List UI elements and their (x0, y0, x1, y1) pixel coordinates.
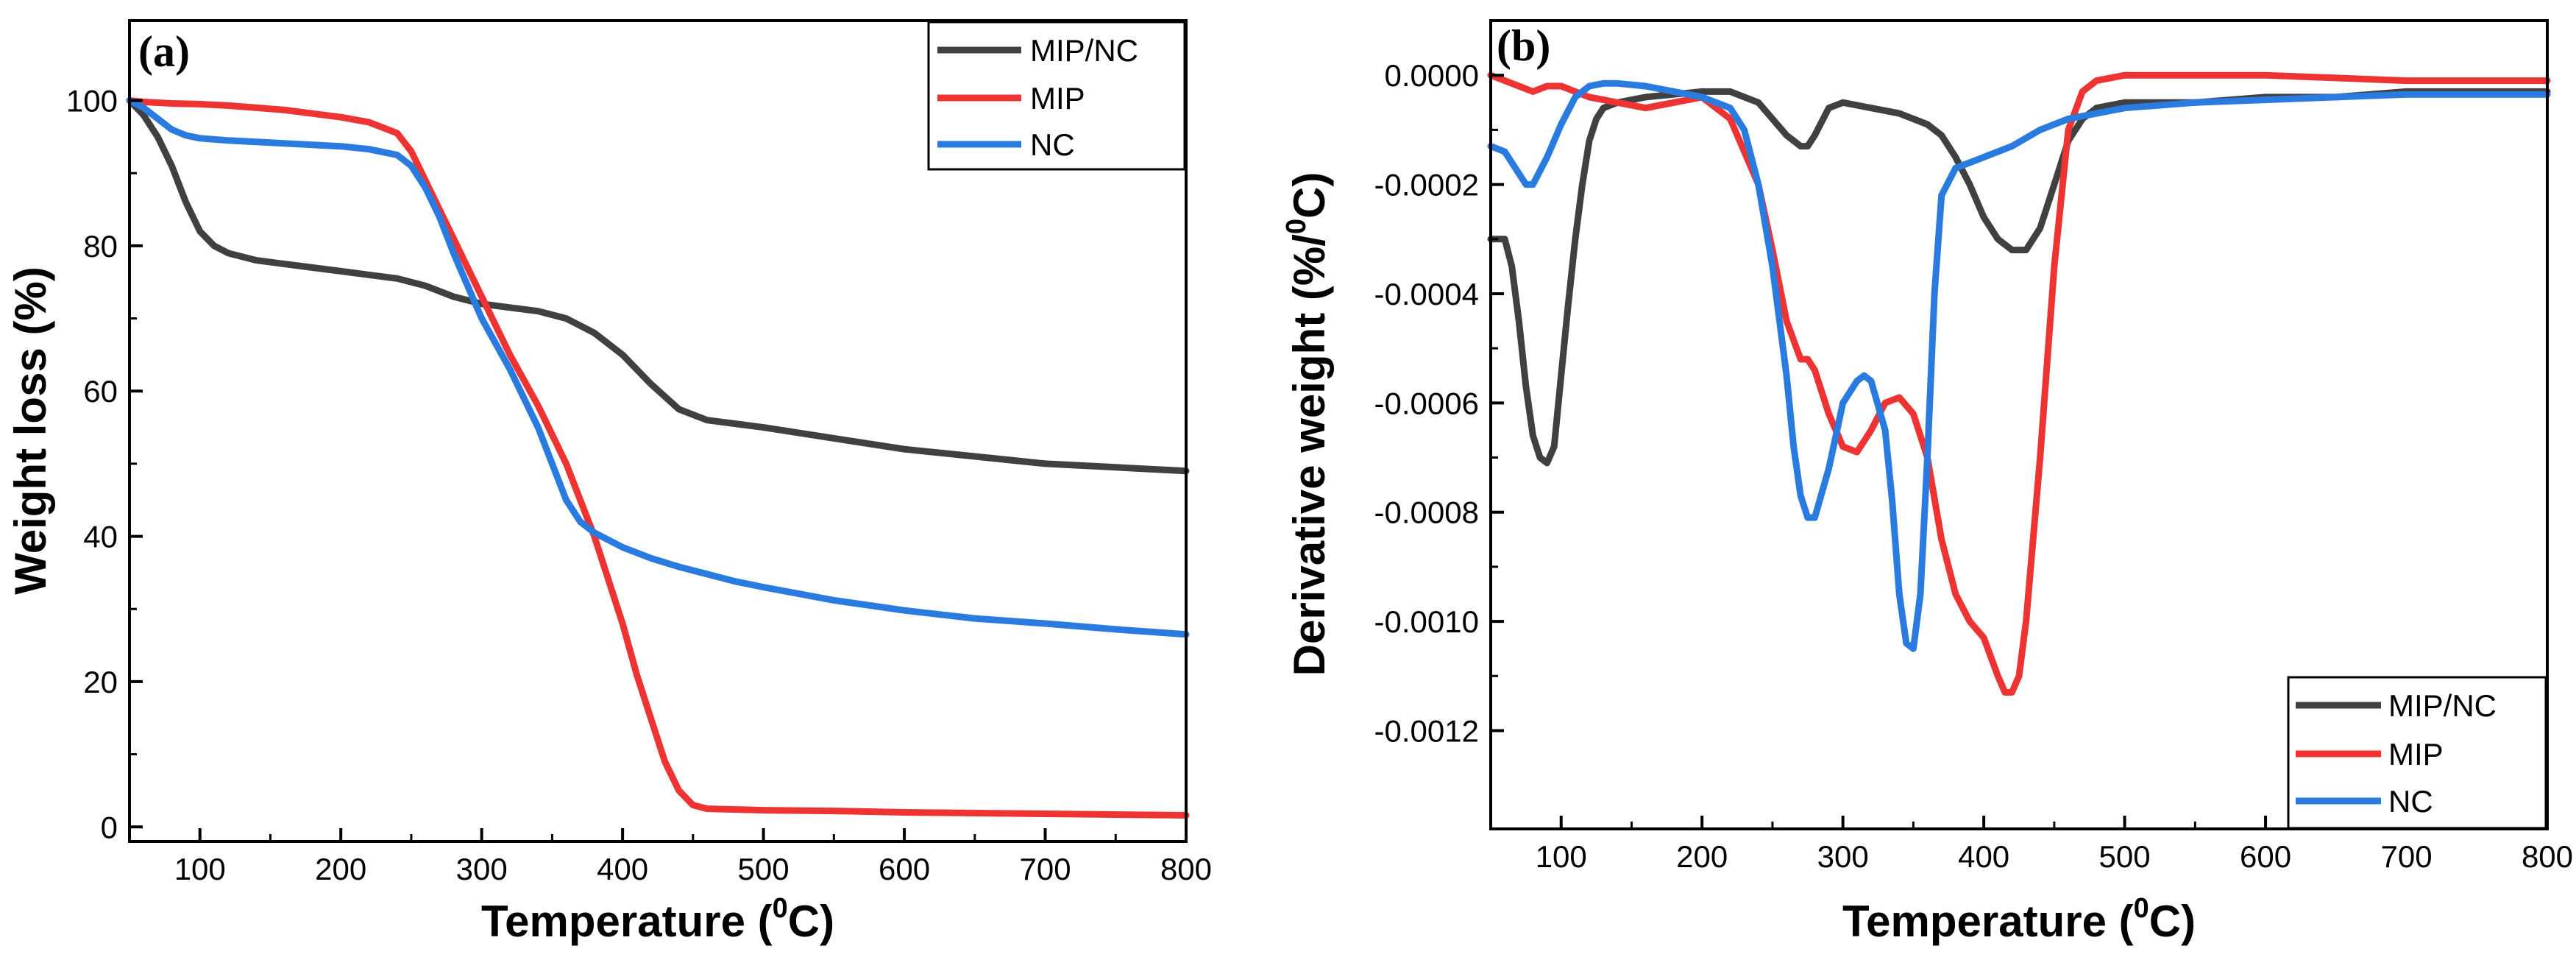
panel-b: 100 200 300 400 500 600 700 800 0.0000 -0.0002 -0.… (1281, 19, 2573, 946)
panel-a-y-tick-label: 20 (83, 665, 118, 699)
panel-a-series-mip-line (126, 97, 1190, 819)
panel-b-x-tick-label-600: 600 (2240, 839, 2291, 874)
panel-a-x-axis-title-main: Temperature ( (481, 897, 773, 946)
panel-b-y-tick-label: -0.0012 (1374, 713, 1479, 748)
panel-a-legend-label-mip: MIP (1030, 81, 1085, 116)
panel-a: 100 200 300 400 500 600 700 800 0 20 40 60 80 100 (a)… (6, 19, 1212, 946)
panel-a-x-axis-title-sup: 0 (773, 893, 788, 924)
panel-a-legend: MIP/NC MIP NC (927, 21, 1186, 171)
panel-b-x-tick-label-400: 400 (1958, 839, 2009, 874)
panel-b-legend: MIP/NC MIP NC (2287, 676, 2547, 830)
panel-b-y-axis-title-sup: 0 (1281, 219, 1312, 234)
panel-b-y-axis-title: Derivative weight (%/0C) (1281, 172, 1334, 677)
panel-b-x-tick-label-100: 100 (1536, 839, 1587, 874)
panel-a-x-tick-label-300: 300 (456, 852, 508, 886)
panel-b-legend-label-mipnc: MIP/NC (2388, 688, 2497, 723)
panel-b-label: (b) (1497, 21, 1550, 70)
panel-a-x-tick-label-800: 800 (1160, 852, 1212, 886)
panel-a-y-tick-label: 100 (66, 84, 118, 119)
panel-b-frame (1489, 19, 2549, 830)
panel-a-y-tick-label: 40 (83, 520, 118, 554)
panel-a-y-tick-label: 80 (83, 229, 118, 264)
panel-b-y-axis-title-end: C) (1285, 172, 1334, 219)
panel-b-series (1487, 71, 2551, 696)
panel-b-x-tick-label-200: 200 (1676, 839, 1728, 874)
panel-b-y-tick-label: -0.0002 (1374, 168, 1479, 202)
panel-b-y-tick-label: -0.0004 (1374, 277, 1479, 311)
panel-b-x-axis-title-main: Temperature ( (1842, 897, 2134, 946)
panel-b-y-tick-label: 0.0000 (1385, 58, 1479, 93)
panel-a-frame (128, 19, 1188, 843)
panel-a-series-nc-line (126, 97, 1190, 638)
panel-a-series (126, 97, 1190, 819)
panel-b-y-axis-title-main: Derivative weight (%/ (1285, 234, 1334, 677)
panel-a-x-tick-label-700: 700 (1019, 852, 1071, 886)
panel-a-x-tick-label-600: 600 (879, 852, 930, 886)
panel-b-y-tick-label: -0.0006 (1374, 386, 1479, 420)
panel-a-x-axis-title: Temperature (0C) (481, 893, 834, 946)
panel-b-x-axis-title: Temperature (0C) (1842, 893, 2196, 946)
panel-a-x-tick-label-500: 500 (738, 852, 790, 886)
panel-b-x-axis-title-sup: 0 (2134, 893, 2149, 924)
panel-b-x-tick-label-700: 700 (2380, 839, 2432, 874)
panel-a-axes: 100 200 300 400 500 600 700 800 0 20 40 60 80 100 (66, 84, 1212, 886)
panel-b-legend-label-nc: NC (2388, 784, 2433, 819)
panel-b-series-mipnc-line (1487, 88, 2551, 467)
panel-b-legend-label-mip: MIP (2388, 737, 2444, 771)
panel-a-x-axis-title-end: C) (788, 897, 834, 946)
panel-b-x-tick-label-800: 800 (2522, 839, 2573, 874)
panel-a-legend-label-nc: NC (1030, 127, 1075, 162)
panel-a-x-tick-label-200: 200 (315, 852, 366, 886)
panel-b-x-tick-label-300: 300 (1817, 839, 1869, 874)
panel-b-x-axis-title-end: C) (2149, 897, 2196, 946)
panel-b-series-mip-line (1487, 71, 2551, 696)
panel-a-legend-label-mipnc: MIP/NC (1030, 33, 1138, 68)
panel-a-x-tick-label-100: 100 (174, 852, 226, 886)
panel-b-x-tick-label-500: 500 (2099, 839, 2151, 874)
panel-a-y-axis-title: Weight loss (%) (6, 266, 55, 595)
panel-a-y-tick-label: 0 (101, 810, 118, 844)
panel-b-y-tick-label: -0.0008 (1374, 495, 1479, 530)
panel-b-y-tick-label: -0.0010 (1374, 604, 1479, 639)
panel-b-axes: 100 200 300 400 500 600 700 800 0.0000 -0.0002 -0.… (1374, 58, 2573, 874)
panel-a-y-tick-label: 60 (83, 374, 118, 409)
panel-a-x-tick-label-400: 400 (597, 852, 648, 886)
panel-a-label: (a) (138, 27, 190, 76)
panel-b-series-nc-line (1487, 80, 2551, 652)
